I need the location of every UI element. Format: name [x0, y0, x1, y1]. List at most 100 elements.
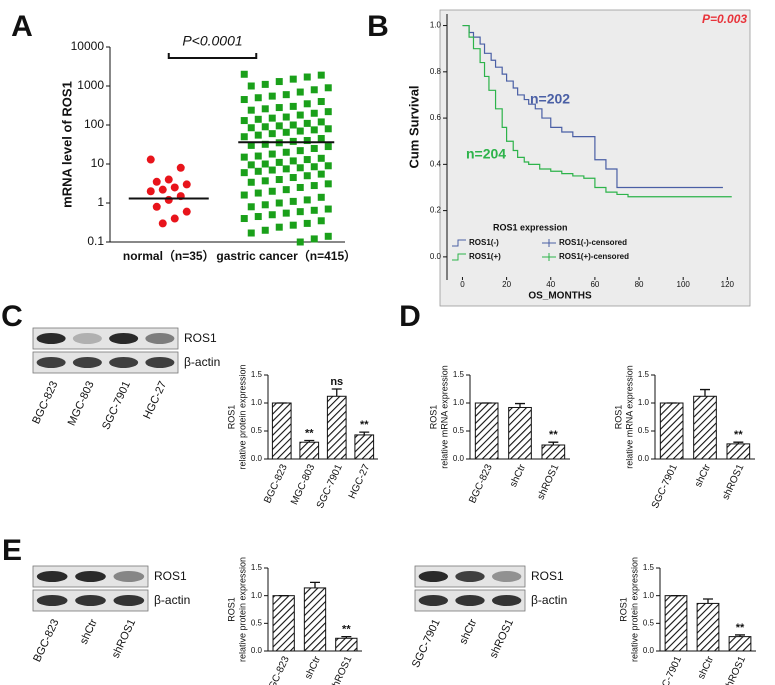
y-tick-label: 1.5 [251, 370, 263, 379]
y-axis-label: ROS1 [226, 405, 236, 430]
legend-title: ROS1 expression [493, 222, 568, 232]
data-point [310, 109, 318, 117]
significance-label: ** [305, 427, 314, 439]
blot-label: β-actin [531, 593, 567, 607]
legend-label: ROS1(+)-censored [559, 252, 629, 261]
data-point [247, 82, 255, 90]
y-tick-label: 100 [84, 117, 104, 131]
lane-label: shROS1 [488, 617, 516, 660]
y-tick-label: 10000 [71, 39, 105, 53]
y-axis-label: mRNA level of ROS1 [59, 81, 74, 208]
x-tick-label: 20 [502, 280, 511, 289]
blot-label: ROS1 [531, 569, 564, 583]
y-tick-label: 0.0 [430, 252, 442, 261]
y-tick-label: 1.0 [251, 591, 263, 600]
y-tick-label: 0.6 [430, 113, 442, 122]
y-tick-label: 0.0 [251, 454, 263, 463]
y-axis-label: ROS1 [618, 597, 628, 622]
data-point [310, 86, 318, 94]
x-tick-label: shCtr [303, 654, 323, 681]
y-tick-label: 1.0 [638, 398, 650, 407]
x-tick-label: shROS1 [722, 654, 748, 685]
data-point [310, 144, 318, 152]
y-axis-label: Cum Survival [406, 85, 421, 168]
x-tick-label: 80 [635, 280, 644, 289]
significance-label: ** [549, 429, 558, 441]
data-point [182, 180, 191, 189]
data-point [317, 71, 325, 79]
y-tick-label: 0.5 [643, 618, 655, 627]
data-point [254, 152, 262, 160]
data-point [268, 187, 276, 195]
blot-band [418, 571, 449, 582]
bar [726, 443, 751, 460]
data-point [275, 223, 283, 231]
lane-label: SGC-7901 [410, 617, 443, 669]
error-bar [331, 388, 342, 397]
error-bar [341, 635, 352, 639]
lane-label: SGC-7901 [100, 379, 133, 431]
blot-label: ROS1 [154, 569, 187, 583]
error-bar [733, 441, 744, 444]
blot-band [75, 571, 106, 582]
data-point [324, 205, 332, 213]
panel-label: B [367, 10, 389, 43]
panel-label: A [11, 10, 33, 43]
y-tick-label: 0.1 [87, 234, 104, 248]
blot-band [36, 357, 66, 368]
blot-band [72, 333, 102, 344]
x-tick-label: BGC-823 [262, 462, 290, 505]
lane-label: BGC-823 [31, 617, 61, 664]
x-axis-label: OS_MONTHS [528, 291, 592, 302]
data-point [261, 226, 269, 234]
data-point [289, 102, 297, 110]
blot-label: β-actin [154, 593, 190, 607]
data-point [261, 105, 269, 113]
x-tick-label: gastric cancer（n=415） [216, 248, 356, 263]
y-tick-label: 0.5 [638, 426, 650, 435]
data-point [282, 209, 290, 217]
data-point [170, 183, 179, 192]
data-point [152, 202, 161, 211]
bar [354, 434, 375, 460]
data-point [303, 73, 311, 81]
x-tick-label: BGC-823 [264, 654, 292, 685]
x-tick-label: SGC-7901 [315, 462, 345, 510]
bar [272, 595, 295, 652]
data-point [261, 140, 269, 148]
data-point [254, 189, 262, 197]
data-point [268, 92, 276, 100]
data-point [146, 187, 155, 196]
data-point [324, 162, 332, 170]
lane-label: shCtr [78, 617, 100, 646]
survival-line [462, 24, 732, 198]
data-point [254, 213, 262, 221]
data-point [289, 75, 297, 83]
data-point [324, 232, 332, 240]
blot-band [145, 333, 175, 344]
data-point [296, 127, 304, 135]
y-tick-label: 0.5 [251, 426, 263, 435]
y-tick-label: 1.0 [453, 398, 465, 407]
data-point [310, 235, 318, 243]
blot-band [109, 357, 139, 368]
legend-icon [452, 239, 466, 247]
data-point [240, 215, 248, 223]
data-point [261, 160, 269, 168]
data-point [247, 229, 255, 237]
blot-band [72, 357, 102, 368]
data-point [240, 70, 248, 78]
x-tick-label: normal（n=35） [123, 248, 215, 263]
y-tick-label: 0.0 [638, 454, 650, 463]
y-tick-label: 0.4 [430, 159, 442, 168]
bar [664, 595, 688, 652]
y-axis-label: ROS1 [613, 405, 623, 430]
data-point [303, 137, 311, 145]
data-point [170, 214, 179, 223]
data-point [158, 185, 167, 194]
data-point [296, 147, 304, 155]
data-point [247, 106, 255, 114]
data-point [289, 121, 297, 129]
y-tick-label: 1.5 [643, 563, 655, 572]
